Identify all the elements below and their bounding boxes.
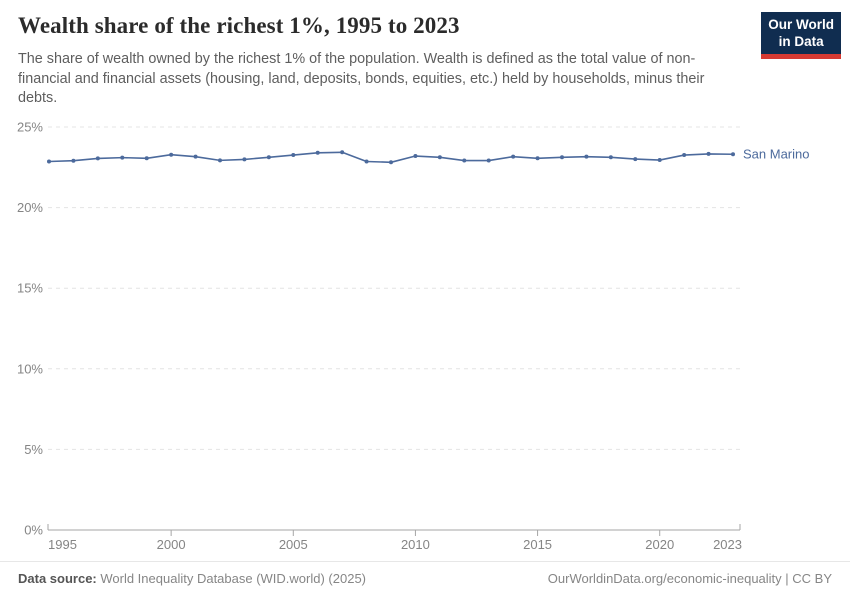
data-point xyxy=(462,158,467,163)
x-tick-label: 2005 xyxy=(279,537,308,552)
data-point xyxy=(340,150,345,155)
data-point xyxy=(511,154,516,159)
data-point xyxy=(47,159,51,164)
entity-label: San Marino xyxy=(743,147,809,162)
data-point xyxy=(560,155,564,160)
owid-logo[interactable]: Our World in Data xyxy=(761,12,841,59)
y-tick-label: 20% xyxy=(17,200,43,215)
data-point xyxy=(682,153,687,158)
series-line xyxy=(48,151,734,164)
y-tick-label: 0% xyxy=(24,523,43,538)
data-point xyxy=(731,152,735,157)
data-point xyxy=(169,152,174,157)
data-point xyxy=(413,154,418,159)
x-tick-label: 2020 xyxy=(645,537,674,552)
owid-logo-line2: in Data xyxy=(778,33,824,49)
data-point xyxy=(535,156,540,161)
x-tick-label: 2010 xyxy=(401,537,430,552)
data-point xyxy=(266,155,271,160)
data-point xyxy=(633,157,638,162)
data-source-label: Data source: xyxy=(18,571,97,586)
chart-subtitle: The share of wealth owned by the richest… xyxy=(18,51,705,107)
x-tick-label: 2023 xyxy=(713,537,742,552)
y-tick-label: 25% xyxy=(17,120,43,135)
data-point xyxy=(657,158,662,163)
data-point xyxy=(71,158,76,163)
attribution-link[interactable]: OurWorldinData.org/economic-inequality |… xyxy=(547,571,832,586)
data-point xyxy=(584,154,589,159)
x-tick-label: 1995 xyxy=(48,537,77,552)
data-point xyxy=(364,159,369,164)
data-point xyxy=(242,157,247,162)
data-point xyxy=(486,158,491,163)
data-point xyxy=(706,151,711,156)
y-tick-label: 10% xyxy=(17,361,43,376)
data-point xyxy=(144,156,149,161)
data-point xyxy=(608,155,613,160)
x-tick-label: 2000 xyxy=(157,537,186,552)
chart-footer: Data source: World Inequality Database (… xyxy=(0,561,850,600)
data-source: Data source: World Inequality Database (… xyxy=(18,571,366,600)
data-source-text: World Inequality Database (WID.world) (2… xyxy=(96,571,367,586)
data-point xyxy=(389,160,393,165)
data-point xyxy=(315,150,320,155)
y-tick-label: 15% xyxy=(17,281,43,296)
y-tick-label: 5% xyxy=(24,442,43,457)
x-tick-label: 2015 xyxy=(523,537,552,552)
data-point xyxy=(95,156,100,161)
data-point xyxy=(437,155,442,160)
data-point xyxy=(120,155,125,160)
data-point xyxy=(291,153,296,158)
data-point xyxy=(193,154,198,159)
owid-logo-line1: Our World xyxy=(768,17,834,32)
data-point xyxy=(218,158,222,163)
chart-title: Wealth share of the richest 1%, 1995 to … xyxy=(18,13,460,38)
